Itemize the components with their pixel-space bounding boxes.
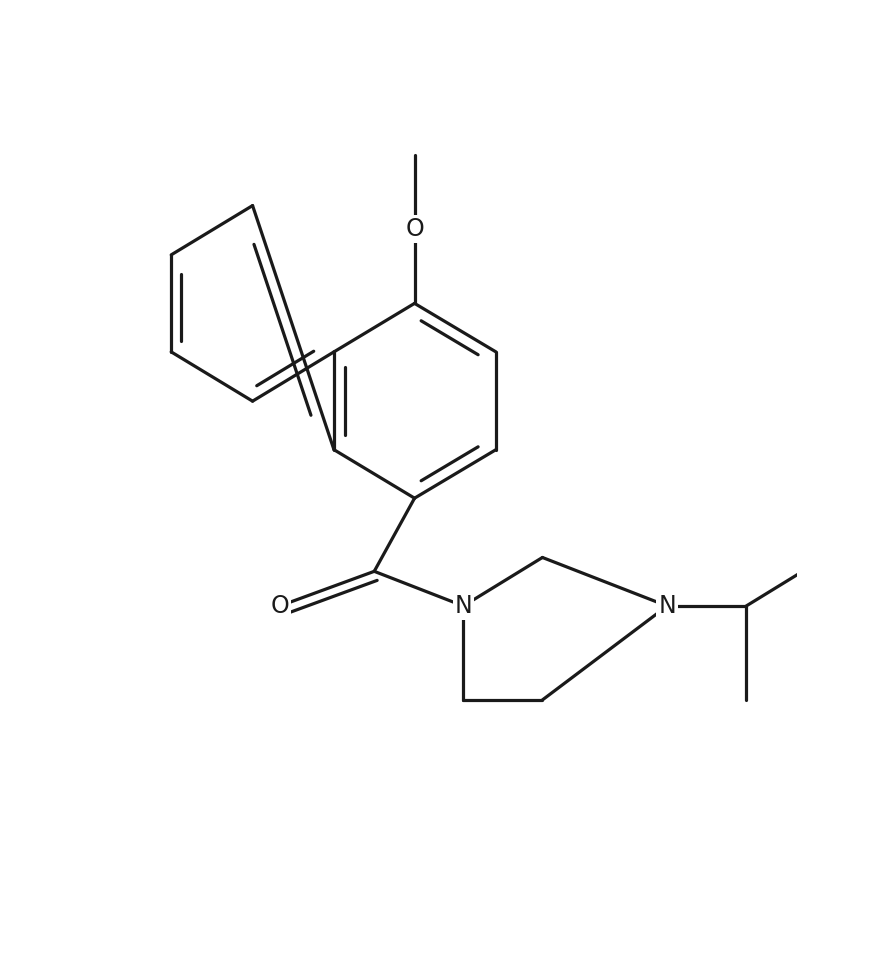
Text: N: N bbox=[658, 594, 676, 618]
Text: O: O bbox=[270, 594, 289, 618]
Text: N: N bbox=[455, 594, 472, 618]
Text: O: O bbox=[405, 217, 424, 241]
